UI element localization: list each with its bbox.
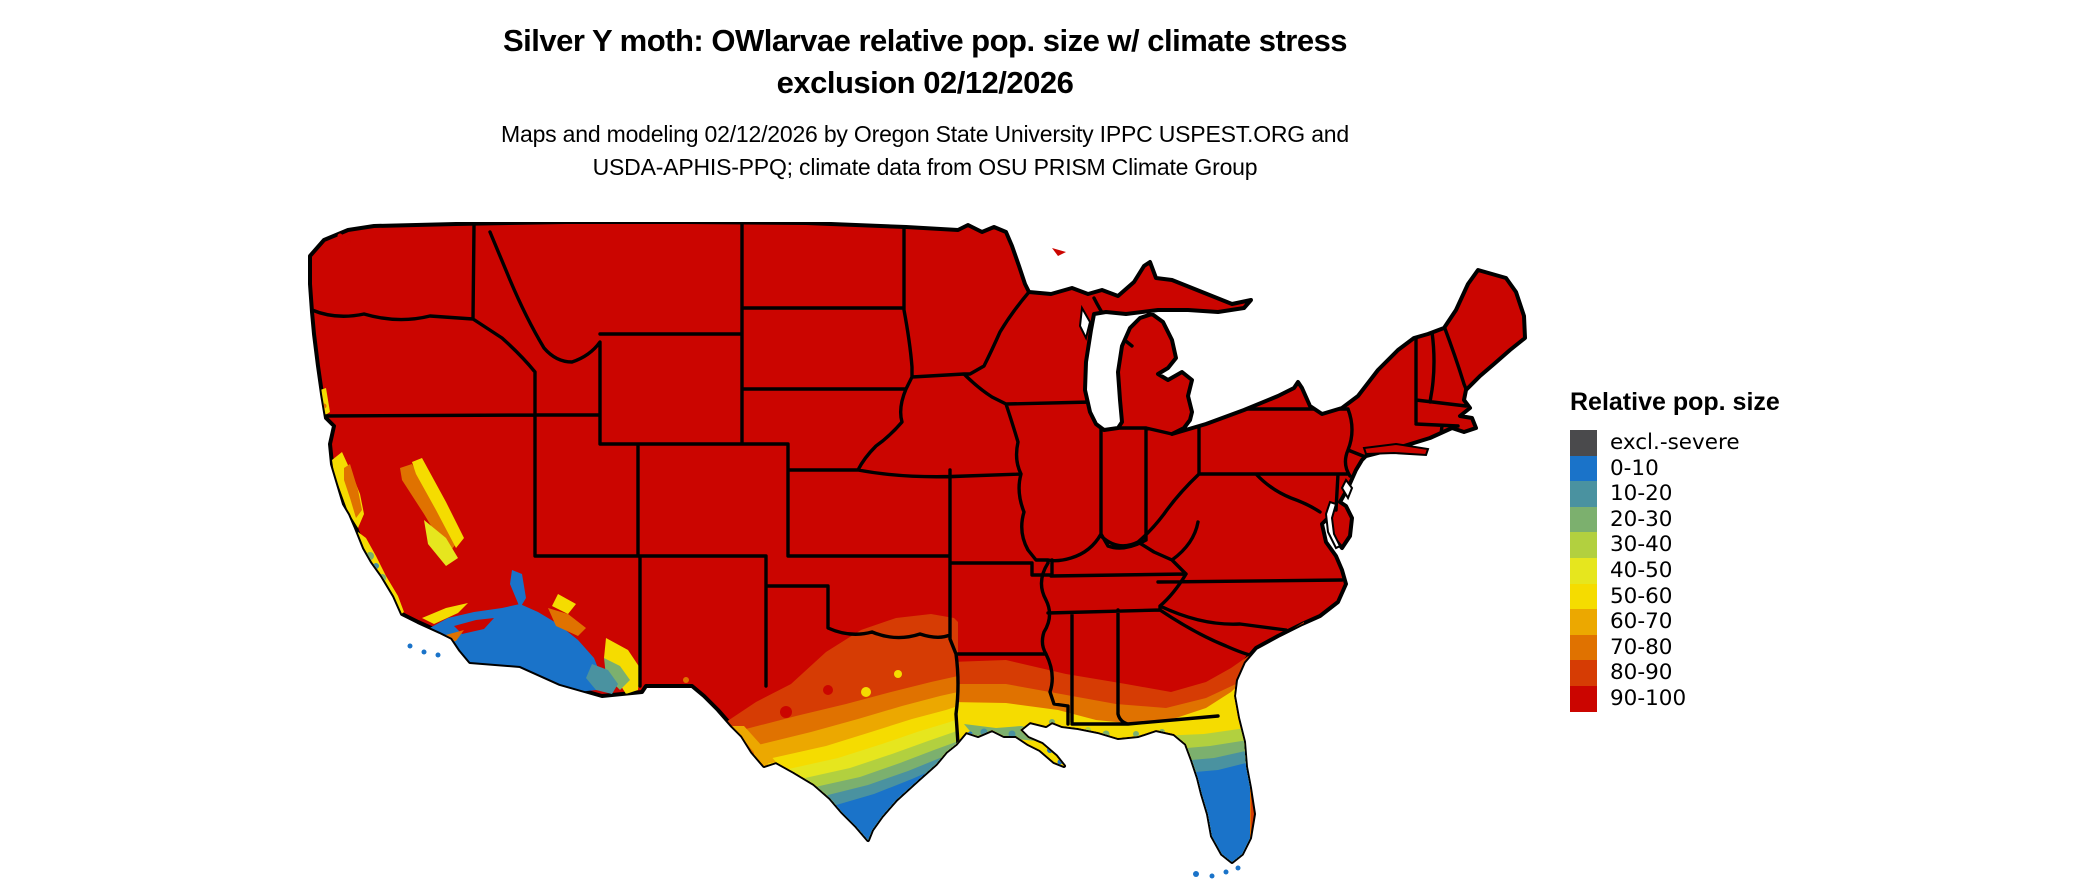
legend-label: 80-90 xyxy=(1610,660,1673,686)
legend-label: excl.-severe xyxy=(1610,430,1740,455)
legend-swatch-90-100 xyxy=(1570,685,1597,712)
florida-keys xyxy=(1223,869,1229,875)
legend-item: 20-30 xyxy=(1570,506,1870,533)
map-subtitle-line1: Maps and modeling 02/12/2026 by Oregon S… xyxy=(501,121,1349,147)
legend-item: 0-10 xyxy=(1570,455,1870,482)
legend-swatch-60-70 xyxy=(1570,609,1597,635)
san-juan-islands xyxy=(337,233,343,239)
islands xyxy=(337,233,1430,879)
legend-label: 0-10 xyxy=(1610,455,1659,481)
legend: Relative pop. size excl.-severe 0-10 10-20… xyxy=(1570,388,1870,712)
legend-item: 90-100 xyxy=(1570,685,1870,712)
channel-islands xyxy=(435,652,441,658)
legend-swatch-40-50 xyxy=(1570,557,1597,584)
legend-label: 70-80 xyxy=(1610,634,1673,660)
florida-gradient xyxy=(1085,727,1250,862)
legend-label: 10-20 xyxy=(1610,481,1673,507)
map-title: Silver Y moth: OWlarvae relative pop. si… xyxy=(0,20,1850,104)
legend-title: Relative pop. size xyxy=(1570,388,1780,416)
legend-item: 50-60 xyxy=(1570,583,1870,610)
chesapeake-bay xyxy=(1324,500,1342,550)
legend-swatch-80-90 xyxy=(1570,660,1597,686)
florida-keys xyxy=(1193,871,1199,877)
delaware-bay xyxy=(1340,478,1354,501)
legend-label: 30-40 xyxy=(1610,532,1673,558)
legend-swatch-excl.-severe xyxy=(1570,430,1597,456)
green-bay xyxy=(1078,304,1092,341)
legend-swatch-30-40 xyxy=(1570,532,1597,558)
legend-items: excl.-severe 0-10 10-20 20-30 30-40 40-50 50-6… xyxy=(1570,430,1870,712)
legend-swatch-50-60 xyxy=(1570,583,1597,610)
legend-item: 10-20 xyxy=(1570,481,1870,507)
legend-swatch-10-20 xyxy=(1570,481,1597,507)
legend-item: 40-50 xyxy=(1570,557,1870,584)
us-risk-map xyxy=(306,220,1530,886)
legend-swatch-0-10 xyxy=(1570,455,1597,482)
us-map-svg xyxy=(308,220,1527,879)
legend-label: 40-50 xyxy=(1610,557,1673,583)
state-borders xyxy=(310,222,1470,746)
legend-swatch-70-80 xyxy=(1570,634,1597,661)
legend-item: 70-80 xyxy=(1570,634,1870,661)
san-juan-islands xyxy=(345,239,351,245)
map-title-line1: Silver Y moth: OWlarvae relative pop. si… xyxy=(502,23,1348,58)
water-features xyxy=(1078,304,1354,550)
legend-item: 80-90 xyxy=(1570,660,1870,686)
channel-islands xyxy=(407,643,413,649)
legend-label: 90-100 xyxy=(1610,685,1687,711)
map-subtitle-line2: USDA-APHIS-PPQ; climate data from OSU PR… xyxy=(592,154,1258,180)
legend-label: 20-30 xyxy=(1610,506,1673,532)
map-subtitle: Maps and modeling 02/12/2026 by Oregon S… xyxy=(0,118,1850,184)
channel-islands xyxy=(421,649,427,655)
title-block: Silver Y moth: OWlarvae relative pop. si… xyxy=(0,20,1850,184)
map-title-line2: exclusion 02/12/2026 xyxy=(776,65,1074,100)
legend-label: 50-60 xyxy=(1610,583,1673,609)
legend-item: 30-40 xyxy=(1570,532,1870,558)
legend-item: excl.-severe xyxy=(1570,430,1870,456)
long-island xyxy=(1362,442,1430,457)
isle-royale xyxy=(1052,248,1066,256)
florida-keys xyxy=(1235,865,1241,871)
florida-keys xyxy=(1209,873,1215,879)
legend-swatch-20-30 xyxy=(1570,506,1597,533)
legend-label: 60-70 xyxy=(1610,609,1673,635)
legend-item: 60-70 xyxy=(1570,609,1870,635)
